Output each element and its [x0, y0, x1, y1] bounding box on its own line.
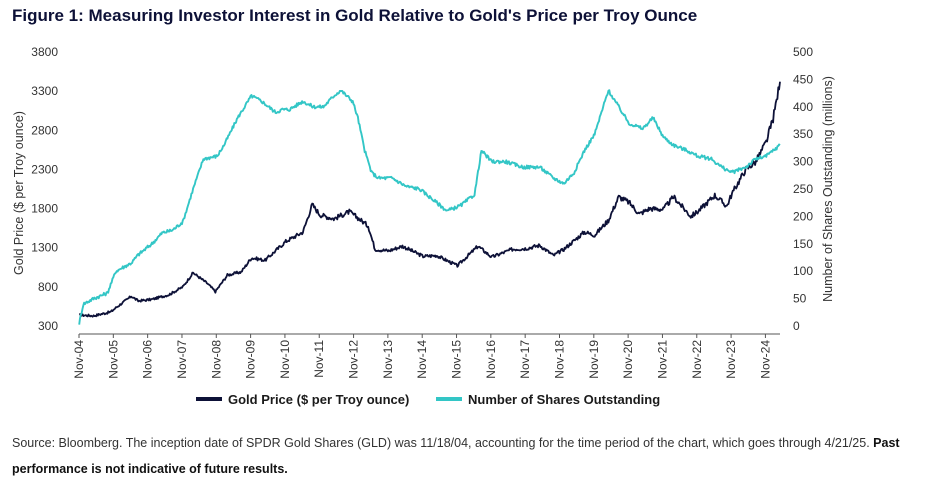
legend: Gold Price ($ per Troy ounce) Number of …	[196, 392, 660, 407]
right-tick-label: 0	[793, 319, 800, 333]
left-tick-label: 2800	[31, 123, 58, 137]
left-axis-label: Gold Price ($ per Troy ounce)	[12, 111, 26, 275]
left-tick-label: 1300	[31, 241, 58, 255]
x-tick-label: Nov-15	[450, 340, 464, 379]
left-tick-label: 3800	[31, 45, 58, 59]
right-tick-label: 500	[793, 45, 813, 59]
right-tick-label: 200	[793, 209, 813, 223]
series-line-gold-price	[79, 81, 781, 318]
left-tick-label: 1800	[31, 202, 58, 216]
source-text: Source: Bloomberg. The inception date of…	[12, 436, 870, 450]
right-tick-label: 50	[793, 292, 807, 306]
x-tick-label: Nov-12	[347, 340, 361, 379]
right-axis-ticks: 0 50 100 150 200 250 300 350 400 450 500	[793, 45, 813, 333]
x-tick-label: Nov-09	[244, 340, 258, 379]
x-tick-label: Nov-16	[484, 340, 498, 379]
x-tick-label: Nov-24	[758, 340, 772, 379]
source-note: Source: Bloomberg. The inception date of…	[12, 430, 937, 482]
x-tick-label: Nov-04	[72, 340, 86, 379]
right-tick-label: 450	[793, 72, 813, 86]
figure-title: Figure 1: Measuring Investor Interest in…	[12, 6, 698, 25]
right-tick-label: 400	[793, 100, 813, 114]
x-tick-label: Nov-21	[655, 340, 669, 379]
x-tick-label: Nov-18	[552, 340, 566, 379]
left-axis-ticks: 300 800 1300 1800 2300 2800 3300 3800	[31, 45, 58, 333]
x-tick-label: Nov-23	[724, 340, 738, 379]
x-tick-label: Nov-19	[587, 340, 601, 379]
legend-label-gold-price: Gold Price ($ per Troy ounce)	[228, 392, 409, 407]
x-tick-label: Nov-10	[278, 340, 292, 379]
x-tick-label: Nov-08	[209, 340, 223, 379]
right-tick-label: 250	[793, 182, 813, 196]
x-tick-label: Nov-11	[312, 340, 326, 378]
x-tick-label: Nov-07	[175, 340, 189, 379]
right-axis-label: Number of Shares Outstanding (millions)	[821, 76, 835, 302]
left-tick-label: 2300	[31, 162, 58, 176]
x-tick-label: Nov-06	[141, 340, 155, 379]
left-tick-label: 3300	[31, 84, 58, 98]
x-tick-label: Nov-13	[381, 340, 395, 379]
right-tick-label: 300	[793, 155, 813, 169]
x-tick-label: Nov-22	[690, 340, 704, 379]
right-tick-label: 150	[793, 237, 813, 251]
x-tick-label: Nov-05	[106, 340, 120, 379]
right-tick-label: 350	[793, 127, 813, 141]
left-tick-label: 800	[38, 280, 58, 294]
right-tick-label: 100	[793, 264, 813, 278]
legend-label-shares: Number of Shares Outstanding	[468, 392, 660, 407]
x-tick-label: Nov-17	[518, 340, 532, 379]
series-group	[78, 81, 781, 325]
x-axis-ticks: Nov-04 Nov-05 Nov-06 Nov-07 Nov-08 Nov-09 Nov-…	[72, 334, 772, 379]
series-line-shares	[78, 89, 781, 325]
disclaimer-text: Past performance is not indicative of fu…	[12, 436, 900, 476]
x-tick-label: Nov-20	[621, 340, 635, 379]
left-tick-label: 300	[38, 319, 58, 333]
x-tick-label: Nov-14	[415, 340, 429, 379]
